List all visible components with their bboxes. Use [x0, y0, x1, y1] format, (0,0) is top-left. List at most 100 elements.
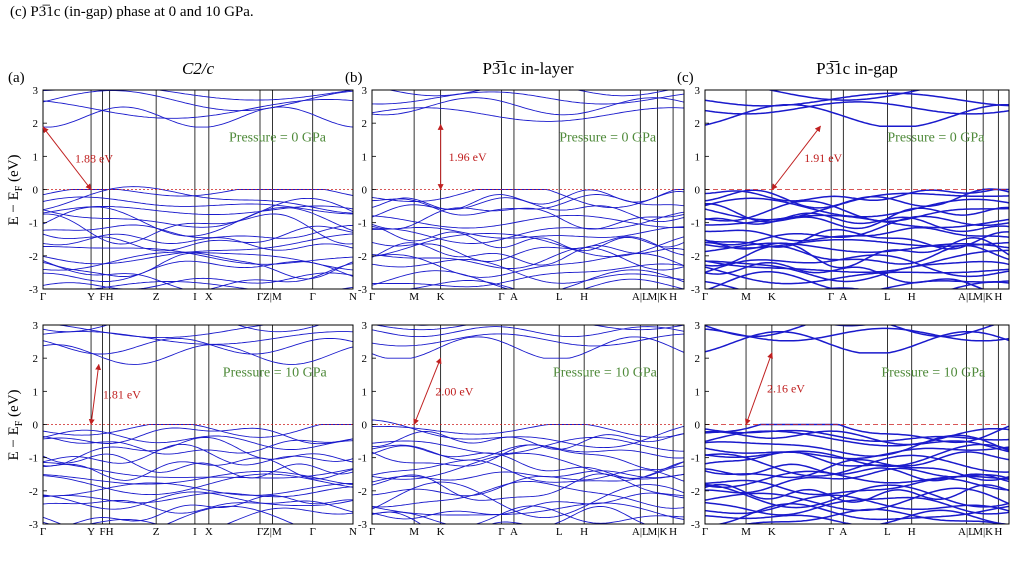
kpoint-label: A|L — [958, 291, 975, 303]
kpoint-label: A — [510, 291, 518, 303]
kpoint-label: Γ — [257, 291, 263, 303]
kpoint-label: Γ — [498, 526, 504, 538]
kpoint-label: M|K — [973, 526, 993, 538]
y-tick-label: -1 — [691, 218, 700, 230]
y-tick-label: -2 — [691, 251, 700, 263]
valence-band — [372, 473, 684, 501]
valence-band — [43, 186, 353, 214]
valence-band — [43, 462, 353, 479]
kpoint-label: M|K — [648, 291, 668, 303]
valence-band — [705, 244, 1009, 267]
kpoint-label: Γ — [702, 291, 708, 303]
kpoint-label: Γ — [828, 291, 834, 303]
valence-band — [43, 435, 353, 455]
conduction-band — [705, 327, 1009, 342]
valence-band — [705, 242, 1009, 253]
kpoint-label: Y — [87, 526, 95, 538]
gap-label: 1.91 eV — [804, 151, 842, 165]
conduction-band — [55, 325, 353, 339]
valence-band — [43, 213, 353, 245]
gap-arrow — [42, 126, 92, 190]
kpoint-label: M|K — [973, 291, 993, 303]
y-tick-label: -3 — [358, 519, 368, 531]
y-tick-label: -3 — [29, 519, 39, 531]
y-tick-label: 2 — [695, 118, 701, 130]
valence-band — [43, 482, 353, 497]
valence-band — [43, 507, 353, 524]
kpoint-label: N — [349, 291, 357, 303]
kpoint-label: X — [205, 291, 213, 303]
y-tick-label: 1 — [362, 386, 368, 398]
valence-band — [705, 197, 1009, 218]
kpoint-label: H — [580, 291, 588, 303]
valence-band — [372, 225, 684, 252]
kpoint-label: Γ — [828, 526, 834, 538]
y-tick-label: 1 — [695, 386, 701, 398]
valence-band — [705, 443, 1009, 468]
column-title: C2/c — [182, 59, 215, 78]
band-lines — [43, 90, 353, 289]
kpoint-label: A|L — [632, 526, 649, 538]
y-tick-label: -1 — [358, 453, 367, 465]
valence-band — [372, 444, 684, 471]
y-tick-label: -2 — [29, 486, 38, 498]
kpoint-label: A — [839, 291, 847, 303]
valence-band — [705, 453, 1009, 477]
pressure-annotation: Pressure = 0 GPa — [887, 130, 985, 145]
valence-band — [705, 458, 1009, 482]
conduction-band — [43, 90, 66, 92]
conduction-band — [43, 331, 353, 345]
valence-band — [372, 502, 684, 520]
valence-band — [43, 251, 353, 271]
conduction-band — [43, 106, 353, 128]
valence-band — [372, 480, 684, 509]
pressure-annotation: Pressure = 10 GPa — [223, 365, 328, 380]
valence-band — [43, 189, 353, 197]
kpoint-label: I — [193, 526, 197, 538]
valence-band — [705, 427, 1009, 447]
valence-band — [43, 424, 353, 438]
y-tick-label: 3 — [33, 320, 39, 332]
kpoint-label: M — [741, 526, 751, 538]
conduction-band — [373, 325, 684, 331]
conduction-band — [372, 333, 684, 347]
valence-band — [705, 266, 1009, 285]
conduction-band — [372, 326, 684, 338]
valence-band — [372, 444, 684, 461]
conduction-band — [372, 97, 684, 116]
valence-band — [705, 430, 1009, 453]
kpoint-label: Γ — [310, 526, 316, 538]
y-tick-label: -1 — [358, 218, 367, 230]
kpoint-label: F — [99, 291, 105, 303]
valence-band — [372, 469, 684, 497]
kpoint-label: A — [839, 526, 847, 538]
conduction-band — [766, 90, 924, 101]
valence-band — [372, 211, 684, 244]
column-title: P3̅1c in-gap — [816, 59, 898, 78]
kpoint-label: M|K — [648, 526, 668, 538]
valence-band — [372, 459, 684, 483]
valence-band — [43, 500, 353, 514]
y-tick-label: -3 — [29, 284, 39, 296]
y-tick-label: -3 — [691, 519, 701, 531]
kpoint-label: K — [768, 291, 776, 303]
valence-band — [43, 224, 353, 239]
valence-band — [705, 434, 1009, 457]
valence-band — [43, 473, 353, 496]
valence-band — [43, 252, 353, 280]
valence-band — [705, 214, 1009, 229]
kpoint-label: K — [768, 526, 776, 538]
valence-band — [43, 233, 353, 265]
y-tick-label: -2 — [29, 251, 38, 263]
kpoint-label: Γ — [702, 526, 708, 538]
y-tick-label: 1 — [33, 151, 39, 163]
conduction-band — [705, 92, 1009, 107]
valence-band — [705, 188, 1009, 209]
y-tick-label: -2 — [691, 486, 700, 498]
y-tick-label: 3 — [33, 85, 39, 97]
kpoint-label: Γ — [498, 291, 504, 303]
y-tick-label: 0 — [362, 185, 368, 197]
valence-band — [43, 233, 353, 251]
